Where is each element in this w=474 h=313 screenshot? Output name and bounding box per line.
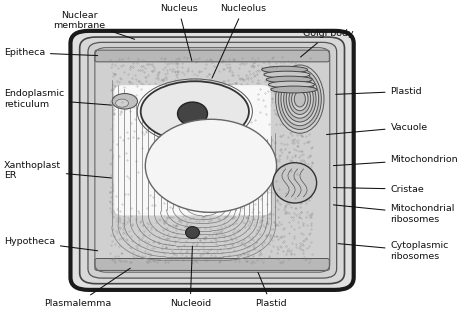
- Ellipse shape: [273, 163, 317, 203]
- Ellipse shape: [281, 73, 319, 126]
- Ellipse shape: [268, 81, 315, 88]
- Ellipse shape: [276, 65, 324, 133]
- Text: Nucleoid: Nucleoid: [170, 246, 211, 308]
- Text: Nuclear
membrane: Nuclear membrane: [54, 11, 135, 39]
- Ellipse shape: [178, 102, 208, 125]
- Ellipse shape: [116, 99, 128, 107]
- Text: Plastid: Plastid: [336, 87, 422, 96]
- Ellipse shape: [262, 66, 308, 73]
- Text: Plastid: Plastid: [255, 272, 287, 308]
- Text: Endoplasmic
reticulum: Endoplasmic reticulum: [4, 90, 111, 109]
- Text: Vacuole: Vacuole: [327, 122, 428, 135]
- Ellipse shape: [271, 86, 317, 93]
- Text: Cytoplasmic
ribosomes: Cytoplasmic ribosomes: [338, 241, 449, 261]
- Ellipse shape: [283, 76, 316, 122]
- FancyBboxPatch shape: [80, 37, 345, 284]
- Text: Mitochondrion: Mitochondrion: [333, 155, 458, 166]
- Ellipse shape: [278, 69, 321, 130]
- FancyBboxPatch shape: [88, 42, 337, 278]
- Text: Hypotheca: Hypotheca: [4, 237, 98, 251]
- Ellipse shape: [141, 81, 249, 142]
- Ellipse shape: [289, 84, 310, 115]
- Ellipse shape: [266, 76, 312, 83]
- FancyBboxPatch shape: [95, 50, 329, 62]
- Text: Nucleus: Nucleus: [160, 4, 198, 61]
- Ellipse shape: [186, 227, 200, 239]
- Text: Cristae: Cristae: [333, 185, 424, 193]
- Text: Xanthoplast
ER: Xanthoplast ER: [4, 161, 111, 180]
- Text: Plasmalemma: Plasmalemma: [44, 268, 130, 308]
- FancyBboxPatch shape: [71, 31, 354, 290]
- Text: Mitochondrial
ribosomes: Mitochondrial ribosomes: [333, 204, 455, 223]
- FancyBboxPatch shape: [95, 259, 329, 270]
- Text: Golgi body: Golgi body: [301, 29, 354, 57]
- Ellipse shape: [294, 91, 305, 107]
- Ellipse shape: [264, 71, 310, 78]
- Ellipse shape: [292, 88, 308, 111]
- Text: Epitheca: Epitheca: [4, 48, 98, 57]
- Ellipse shape: [112, 94, 137, 109]
- FancyBboxPatch shape: [114, 85, 271, 215]
- Text: Nucleolus: Nucleolus: [212, 4, 266, 78]
- Ellipse shape: [286, 80, 313, 118]
- Ellipse shape: [146, 119, 276, 212]
